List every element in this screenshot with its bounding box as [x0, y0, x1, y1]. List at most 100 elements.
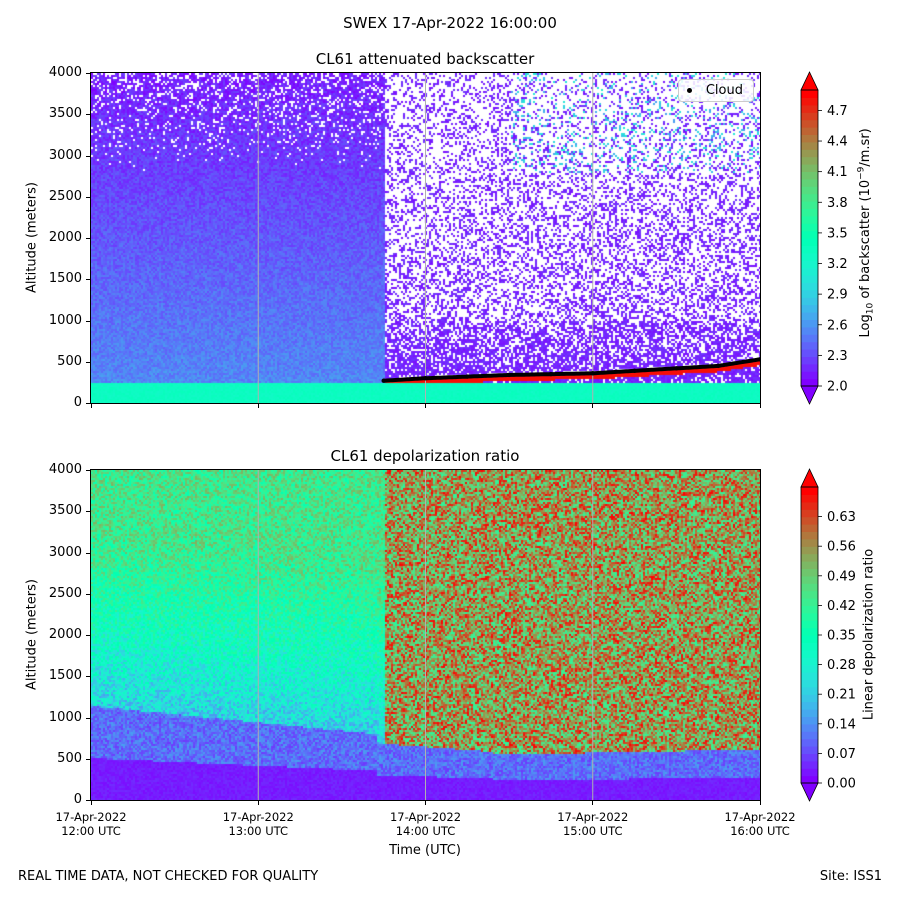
backscatter-ytick-mark [86, 279, 90, 281]
backscatter-colorbar-tick-label: 2.9 [827, 288, 848, 303]
backscatter-plot: Cloud [90, 72, 761, 404]
depolarization-ytick-mark [86, 717, 90, 719]
cloud-base-point [632, 368, 637, 374]
depolarization-colorbar-tick-label: 0.00 [827, 777, 856, 792]
cloud-legend-label: Cloud [705, 83, 743, 98]
backscatter-ylabel: Altitude (meters) [24, 182, 40, 293]
depolarization-ylabel: Altitude (meters) [24, 579, 40, 690]
depolarization-colorbar-tick-label: 0.21 [827, 688, 856, 703]
backscatter-xtick-mark [592, 404, 594, 408]
depolarization-colorbar-tick-label: 0.28 [827, 658, 856, 673]
backscatter-ytick-mark [86, 403, 90, 404]
depolarization-ytick-label: 2000 [48, 627, 82, 642]
depolarization-title: CL61 depolarization ratio [330, 447, 520, 465]
depolarization-ytick-label: 3500 [48, 503, 82, 519]
depolarization-colorbar-tick-label: 0.42 [827, 599, 856, 614]
backscatter-title: CL61 attenuated backscatter [315, 50, 535, 68]
backscatter-xtick-mark [759, 404, 761, 408]
backscatter-ytick-label: 1500 [48, 271, 82, 287]
backscatter-colorbar-tick-label: 2.6 [827, 318, 848, 333]
cloud-marker-icon [686, 88, 692, 93]
backscatter-ytick-mark [86, 361, 90, 363]
cloud-base-point [590, 371, 595, 376]
backscatter-colorbar-tick-label: 2.3 [827, 349, 848, 364]
depolarization-colorbar-tick-label: 0.63 [827, 510, 856, 525]
backscatter-colorbar-tick-label: 4.4 [827, 135, 848, 150]
depolarization-colorbar-gradient: 0.00 0.07 0.14 0.21 0.28 0.35 0.42 0.49 0.56 0.63 [800, 468, 856, 802]
backscatter-colorbar: 2.0 2.3 2.6 2.9 3.2 3.5 3.8 4.1 4.4 4.7 [800, 71, 891, 405]
depolarization-xtick-mark [90, 801, 92, 805]
depolarization-ytick-label: 2500 [48, 585, 82, 601]
cloud-base-point [381, 378, 386, 383]
cloud-legend: Cloud [677, 79, 754, 102]
backscatter-ytick-label: 500 [57, 353, 82, 369]
depolarization-xtick-mark [257, 801, 259, 805]
depolarization-colorbar-tick-label: 0.14 [827, 717, 856, 732]
backscatter-ytick-label: 0 [73, 395, 82, 410]
backscatter-overlay [257, 73, 760, 403]
depolarization-overlay [257, 470, 594, 800]
depolarization-colorbar-tick-label: 0.35 [827, 629, 856, 644]
quality-disclaimer: REAL TIME DATA, NOT CHECKED FOR QUALITY [18, 869, 319, 884]
backscatter-ytick-mark [86, 73, 90, 74]
depolarization-colorbar-tick-label: 0.56 [827, 540, 856, 555]
depolarization-xtick-mark [425, 801, 426, 805]
depolarization-ytick-label: 1500 [48, 668, 82, 684]
backscatter-colorbar-tick-label: 4.7 [827, 104, 848, 119]
depolarization-ytick-mark [86, 552, 90, 554]
backscatter-ytick-mark [86, 320, 90, 322]
backscatter-ytick-label: 3000 [48, 147, 82, 163]
depolarization-plot [90, 469, 761, 801]
depolarization-ytick-label: 4000 [48, 462, 82, 477]
depolarization-ytick-mark [86, 758, 90, 760]
backscatter-xtick-mark [425, 404, 426, 408]
cloud-base-series [383, 357, 760, 383]
backscatter-ytick-mark [86, 196, 90, 198]
depolarization-colorbar-label: Linear depolarization ratio [861, 548, 877, 721]
time-tick-label: 17-Apr-2022 14:00 UTC [389, 810, 462, 838]
time-tick-label: 17-Apr-2022 16:00 UTC [724, 810, 796, 838]
depolarization-colorbar: 0.00 0.07 0.14 0.21 0.28 0.35 0.42 0.49 0.56 0.63 [800, 468, 891, 802]
cloud-base-point [465, 374, 470, 379]
backscatter-colorbar-tick-label: 3.2 [827, 257, 848, 272]
depolarization-ytick-mark [86, 593, 90, 595]
depolarization-colorbar-tick-label: 0.49 [827, 569, 856, 584]
backscatter-colorbar-tick-label: 4.1 [827, 165, 848, 180]
time-tick-label: 17-Apr-2022 13:00 UTC [222, 810, 294, 838]
cloud-base-point [715, 363, 721, 369]
cloud-base-point [423, 376, 428, 381]
depolarization-ytick-mark [86, 635, 90, 636]
depolarization-ytick-label: 3000 [48, 544, 82, 560]
backscatter-ytick-mark [86, 155, 90, 157]
backscatter-ytick-mark [86, 238, 90, 239]
backscatter-colorbar-gradient: 2.0 2.3 2.6 2.9 3.2 3.5 3.8 4.1 4.4 4.7 [800, 71, 848, 405]
backscatter-colorbar-tick-label: 3.5 [827, 226, 848, 241]
backscatter-colorbar-label: Log10 of backscatter (10−9/m.sr) [856, 128, 876, 338]
figure-title: SWEX 17-Apr-2022 16:00:00 [343, 14, 557, 32]
depolarization-ytick-mark [86, 470, 90, 471]
backscatter-ytick-label: 3500 [48, 106, 82, 122]
backscatter-ytick-label: 1000 [48, 312, 82, 328]
depolarization-xtick-mark [759, 801, 761, 805]
time-axis-label: Time (UTC) [389, 843, 461, 858]
backscatter-xtick-mark [90, 404, 92, 408]
cloud-base-point [506, 372, 512, 378]
cloud-base-point [757, 357, 760, 362]
backscatter-ytick-label: 4000 [48, 65, 82, 80]
depolarization-xtick-mark [592, 801, 594, 805]
time-tick-label: 17-Apr-2022 12:00 UTC [55, 810, 127, 838]
backscatter-xtick-mark [257, 404, 259, 408]
backscatter-ytick-label: 2500 [48, 188, 82, 204]
depolarization-ytick-mark [86, 800, 90, 801]
depolarization-ytick-label: 500 [57, 750, 82, 766]
cloud-base-point [548, 371, 554, 377]
depolarization-ytick-label: 1000 [48, 709, 82, 725]
backscatter-ytick-label: 2000 [48, 230, 82, 245]
site-label: Site: ISS1 [819, 869, 882, 884]
depolarization-ytick-mark [86, 511, 90, 513]
backscatter-ytick-mark [86, 114, 90, 116]
cloud-base-point [674, 366, 679, 371]
backscatter-colorbar-tick-label: 2.0 [827, 380, 848, 395]
depolarization-ytick-mark [86, 676, 90, 678]
backscatter-colorbar-tick-label: 3.8 [827, 196, 848, 211]
